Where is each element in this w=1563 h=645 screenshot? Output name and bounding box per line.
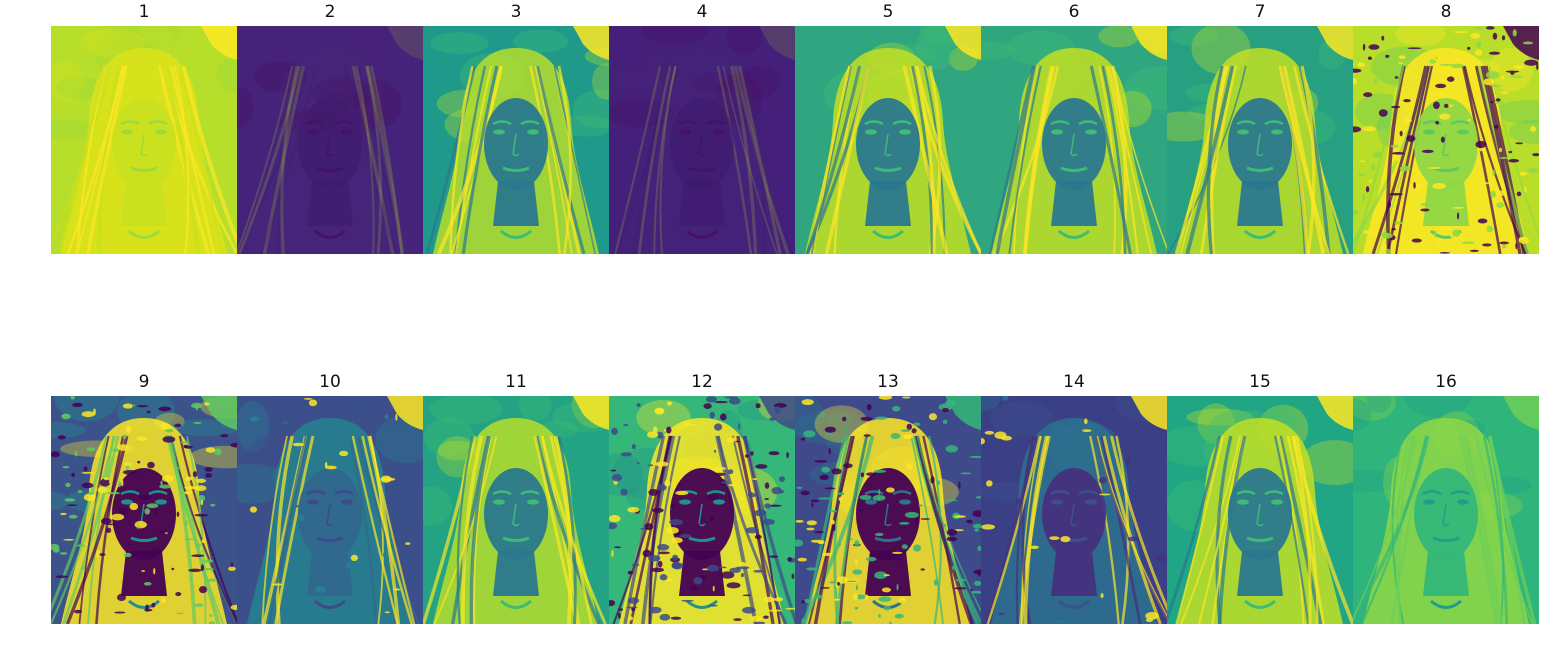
feature-map-panel: 8 <box>1353 0 1539 256</box>
feature-map-panel: 7 <box>1167 0 1353 256</box>
feature-map-panel: 11 <box>423 370 609 626</box>
feature-map-image <box>1167 396 1353 624</box>
feature-map-panel: 9 <box>51 370 237 626</box>
feature-map-image <box>1167 26 1353 254</box>
panel-title: 1 <box>138 2 150 22</box>
panel-title: 2 <box>324 2 336 22</box>
feature-map-panel: 4 <box>609 0 795 256</box>
feature-map-image <box>1353 396 1539 624</box>
feature-map-image <box>1353 26 1539 254</box>
feature-map-image <box>609 26 795 254</box>
panel-title: 5 <box>882 2 894 22</box>
feature-map-image <box>423 26 609 254</box>
feature-map-panel: 5 <box>795 0 981 256</box>
feature-map-image <box>981 26 1167 254</box>
feature-map-panel: 6 <box>981 0 1167 256</box>
panel-title: 12 <box>691 372 713 392</box>
feature-map-panel: 14 <box>981 370 1167 626</box>
panel-title: 6 <box>1068 2 1080 22</box>
panel-title: 7 <box>1254 2 1266 22</box>
panel-title: 8 <box>1440 2 1452 22</box>
panel-title: 13 <box>877 372 899 392</box>
feature-map-image <box>51 26 237 254</box>
feature-map-panel: 13 <box>795 370 981 626</box>
feature-map-image <box>51 396 237 624</box>
feature-map-image <box>237 396 423 624</box>
feature-map-panel: 15 <box>1167 370 1353 626</box>
feature-map-image <box>237 26 423 254</box>
feature-map-image <box>795 26 981 254</box>
feature-map-panel: 16 <box>1353 370 1539 626</box>
feature-map-panel: 10 <box>237 370 423 626</box>
feature-map-panel: 3 <box>423 0 609 256</box>
feature-map-image <box>423 396 609 624</box>
panel-title: 9 <box>138 372 150 392</box>
feature-map-panel: 2 <box>237 0 423 256</box>
panel-title: 3 <box>510 2 522 22</box>
panel-title: 10 <box>319 372 341 392</box>
panel-title: 14 <box>1063 372 1085 392</box>
panel-title: 4 <box>696 2 708 22</box>
panel-title: 11 <box>505 372 527 392</box>
feature-map-panel: 1 <box>51 0 237 256</box>
feature-map-panel: 12 <box>609 370 795 626</box>
feature-map-image <box>795 396 981 624</box>
feature-map-image <box>609 396 795 624</box>
panel-title: 16 <box>1435 372 1457 392</box>
feature-map-image <box>981 396 1167 624</box>
panel-title: 15 <box>1249 372 1271 392</box>
